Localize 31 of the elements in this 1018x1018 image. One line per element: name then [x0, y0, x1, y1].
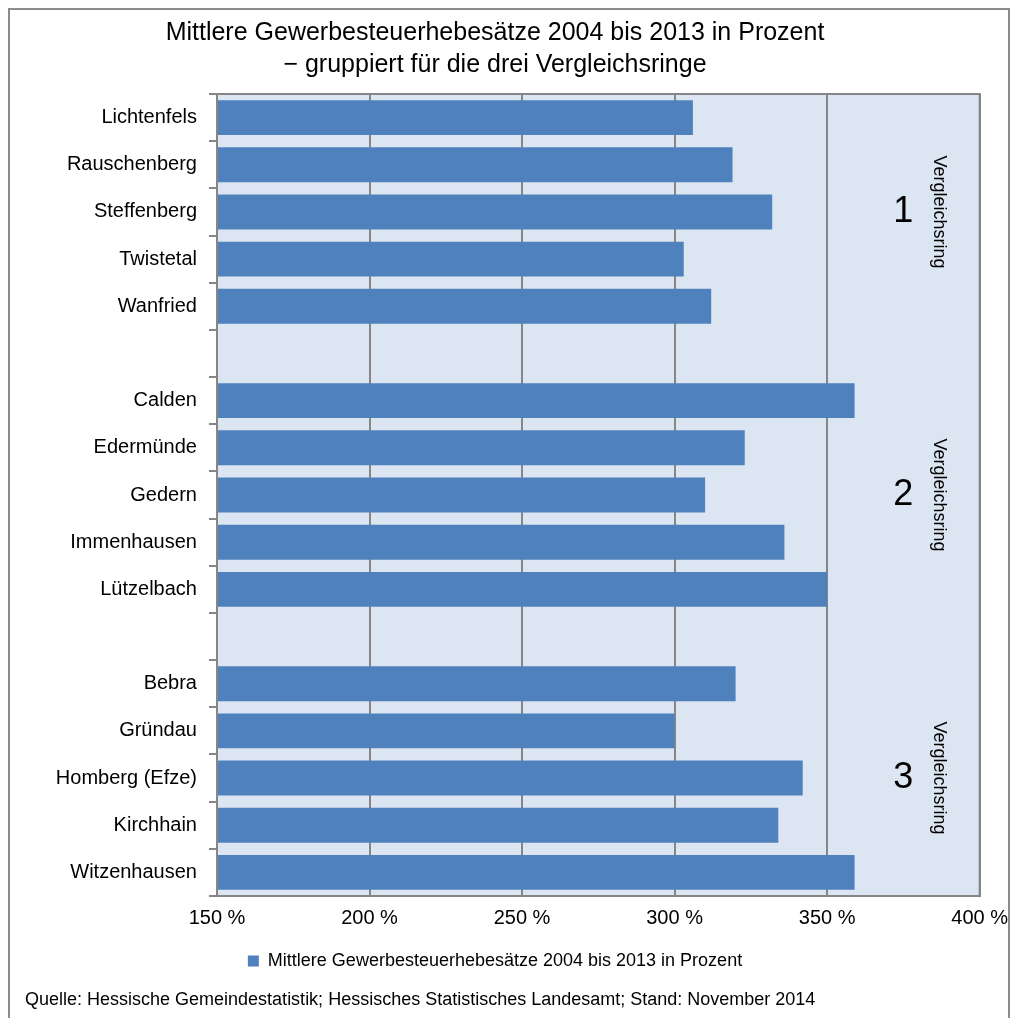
y-tick-label: Twistetal — [119, 246, 197, 269]
y-tick-label: Gedern — [130, 482, 197, 505]
y-tick-label: Lützelbach — [100, 576, 197, 599]
y-tick-label: Kirchhain — [113, 812, 197, 835]
y-tick-label: Edermünde — [93, 435, 197, 458]
y-tick-label: Witzenhausen — [70, 859, 197, 882]
legend-label: Mittlere Gewerbesteuerhebesätze 2004 bis 2013 in Prozent — [267, 949, 743, 970]
y-tick-label: Calden — [133, 388, 197, 411]
source-note: Quelle: Hessische Gemeindestatistik; Hessisches Statistisches Landesamt; Stand: November 2014 — [25, 988, 816, 1010]
y-tick-label: Gründau — [119, 718, 197, 741]
annotation: 3 — [893, 754, 914, 796]
y-tick-label: Rauschenberg — [66, 152, 197, 175]
chart-subtitle: − gruppiert für die drei Vergleichsringe — [283, 48, 707, 77]
x-tick-label: 250 % — [493, 905, 551, 928]
annotation: Vergleichsring — [930, 155, 951, 269]
annotation: Vergleichsring — [930, 721, 951, 835]
y-tick-label: Bebra — [143, 671, 198, 694]
y-tick-label: Wanfried — [117, 293, 197, 316]
x-tick-label: 150 % — [188, 905, 246, 928]
annotation: 1 — [893, 188, 914, 230]
chart-title: Mittlere Gewerbesteuerhebesätze 2004 bis 2013 in Prozent — [165, 16, 825, 45]
y-tick-label: Immenhausen — [70, 529, 197, 552]
x-tick-label: 350 % — [798, 905, 856, 928]
x-tick-label: 400 % — [951, 905, 1009, 928]
y-tick-label: Lichtenfels — [101, 105, 197, 128]
y-tick-label: Steffenberg — [93, 199, 197, 222]
annotation: Vergleichsring — [930, 438, 951, 552]
y-tick-label: Homberg (Efze) — [55, 765, 197, 788]
annotation: 2 — [893, 471, 914, 513]
x-tick-label: 300 % — [646, 905, 704, 928]
x-tick-label: 200 % — [341, 905, 399, 928]
